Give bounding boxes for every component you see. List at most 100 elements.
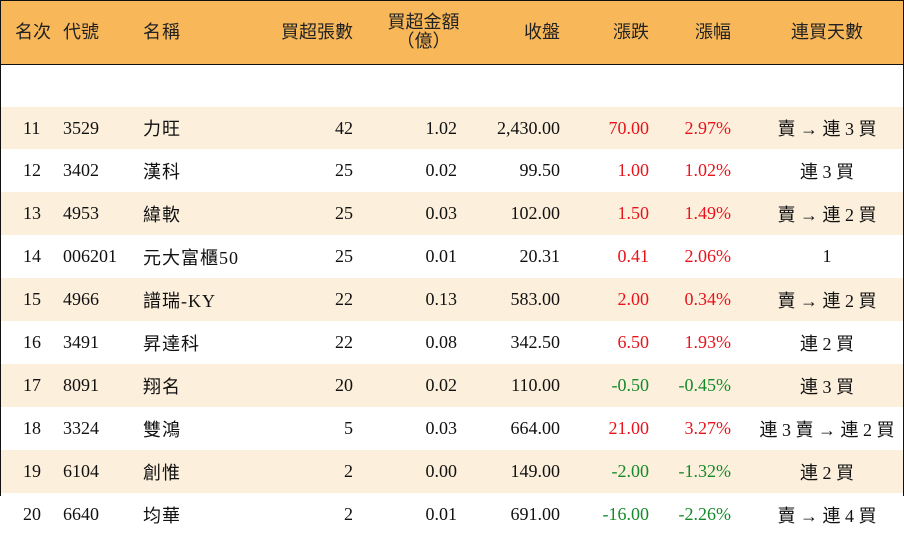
cell-net-buy-lots: 25 xyxy=(335,246,353,266)
header-divider-cell xyxy=(1,63,903,107)
cell-code: 6104 xyxy=(63,461,99,481)
cell-net-buy-lots: 2 xyxy=(344,504,353,524)
header-net-buy-lots: 買超張數 xyxy=(281,22,353,43)
cell-streak: 賣 → 連 4 買 xyxy=(777,505,877,526)
header-streak: 連買天數 xyxy=(791,22,863,43)
cell-code: 3402 xyxy=(63,160,99,180)
cell-rank: 15 xyxy=(23,289,41,309)
cell-net-buy-lots: 25 xyxy=(335,160,353,180)
table-row: 14 006201 元大富櫃50 25 0.01 20.31 0.41 2.06% 1 xyxy=(1,235,903,278)
header-rank: 名次 xyxy=(15,22,51,43)
cell-net-buy-lots: 22 xyxy=(335,289,353,309)
cell-net-buy-lots: 25 xyxy=(335,203,353,223)
cell-streak: 連 3 買 xyxy=(800,376,854,397)
cell-change-pct: 1.02% xyxy=(684,160,732,180)
cell-rank: 13 xyxy=(23,203,41,223)
cell-change-pct: -0.45% xyxy=(678,375,732,395)
header-change-pct: 漲幅 xyxy=(695,22,731,43)
table-body: 11 3529 力旺 42 1.02 2,430.00 70.00 2.97% 賣 → 連 3 … xyxy=(1,63,903,536)
cell-change: 21.00 xyxy=(608,418,650,438)
cell-net-buy-lots: 5 xyxy=(344,418,353,438)
header-change: 漲跌 xyxy=(613,22,649,43)
cell-close: 583.00 xyxy=(510,289,561,309)
cell-rank: 12 xyxy=(23,160,41,180)
cell-code: 006201 xyxy=(63,246,117,266)
cell-net-buy-amount: 0.02 xyxy=(425,160,458,180)
cell-net-buy-amount: 0.03 xyxy=(425,203,458,223)
header-close: 收盤 xyxy=(524,22,560,43)
cell-change: -2.00 xyxy=(611,461,650,481)
cell-streak: 賣 → 連 2 買 xyxy=(777,204,877,225)
cell-name: 漢科 xyxy=(143,161,181,182)
cell-code: 4953 xyxy=(63,203,99,223)
table-row: 17 8091 翔名 20 0.02 110.00 -0.50 -0.45% 連 3 買 xyxy=(1,364,903,407)
table-row: 16 3491 昇達科 22 0.08 342.50 6.50 1.93% 連 2 買 xyxy=(1,321,903,364)
cell-net-buy-amount: 0.01 xyxy=(425,504,458,524)
cell-net-buy-amount: 0.02 xyxy=(425,375,458,395)
cell-change-pct: -1.32% xyxy=(678,461,732,481)
cell-streak: 連 2 買 xyxy=(800,333,854,354)
table-row: 12 3402 漢科 25 0.02 99.50 1.00 1.02% 連 3 買 xyxy=(1,149,903,192)
cell-change-pct: 3.27% xyxy=(684,418,732,438)
header-divider xyxy=(1,63,903,107)
header-net-buy-amount: 買超金額 （億） xyxy=(366,1,471,64)
cell-close: 2,430.00 xyxy=(497,117,560,138)
cell-net-buy-amount: 0.08 xyxy=(425,332,458,352)
cell-rank: 18 xyxy=(23,418,41,438)
cell-change: 6.50 xyxy=(617,332,650,352)
cell-name: 創惟 xyxy=(143,462,181,483)
cell-close: 149.00 xyxy=(510,461,561,481)
cell-close: 102.00 xyxy=(510,203,561,223)
cell-streak: 賣 → 連 2 買 xyxy=(777,290,877,311)
cell-code: 6640 xyxy=(63,504,99,524)
cell-name: 元大富櫃50 xyxy=(143,247,239,268)
cell-close: 20.31 xyxy=(519,246,561,266)
cell-change: 0.41 xyxy=(617,246,650,266)
cell-rank: 19 xyxy=(23,461,41,481)
cell-net-buy-amount: 0.13 xyxy=(425,289,458,309)
cell-change: -0.50 xyxy=(611,375,650,395)
cell-change-pct: -2.26% xyxy=(678,504,732,524)
cell-net-buy-amount: 0.03 xyxy=(425,418,458,438)
cell-name: 雙鴻 xyxy=(143,419,181,440)
cell-code: 3324 xyxy=(63,418,99,438)
cell-rank: 16 xyxy=(23,332,41,352)
cell-net-buy-lots: 42 xyxy=(335,117,353,138)
cell-change: 2.00 xyxy=(617,289,650,309)
cell-change-pct: 0.34% xyxy=(684,289,732,309)
cell-net-buy-amount: 0.01 xyxy=(425,246,458,266)
cell-net-buy-lots: 22 xyxy=(335,332,353,352)
cell-close: 691.00 xyxy=(510,504,561,524)
cell-streak: 連 2 買 xyxy=(800,462,854,483)
cell-close: 664.00 xyxy=(510,418,561,438)
cell-code: 3491 xyxy=(63,332,99,352)
cell-change: 1.50 xyxy=(617,203,650,223)
table-row: 13 4953 緯軟 25 0.03 102.00 1.50 1.49% 賣 → 連 2 買 xyxy=(1,192,903,235)
cell-rank: 11 xyxy=(23,117,41,138)
header-net-buy-amount-line2: （億） xyxy=(396,31,451,52)
table-row: 11 3529 力旺 42 1.02 2,430.00 70.00 2.97% 賣 → 連 3 … xyxy=(1,107,903,149)
cell-net-buy-lots: 20 xyxy=(335,375,353,395)
cell-change-pct: 1.93% xyxy=(684,332,732,352)
cell-name: 緯軟 xyxy=(143,204,181,225)
cell-streak: 1 xyxy=(822,246,832,266)
table-header-row: 名次 代號 名稱 買超張數 買超金額 （億） 收盤 漲跌 漲幅 連買天數 xyxy=(1,1,903,64)
cell-code: 4966 xyxy=(63,289,99,309)
cell-change-pct: 2.06% xyxy=(684,246,732,266)
cell-change: -16.00 xyxy=(602,504,650,524)
cell-name: 譜瑞-KY xyxy=(143,290,216,311)
cell-name: 昇達科 xyxy=(143,333,200,354)
cell-name: 翔名 xyxy=(143,376,181,397)
table-row: 15 4966 譜瑞-KY 22 0.13 583.00 2.00 0.34% 賣 → 連 2 … xyxy=(1,278,903,321)
header-code: 代號 xyxy=(63,22,99,43)
cell-close: 99.50 xyxy=(519,160,561,180)
cell-close: 342.50 xyxy=(510,332,561,352)
cell-close: 110.00 xyxy=(511,375,560,395)
cell-change-pct: 2.97% xyxy=(684,117,732,138)
cell-change-pct: 1.49% xyxy=(684,203,732,223)
cell-rank: 20 xyxy=(23,504,41,524)
cell-streak: 連 3 買 xyxy=(800,161,854,182)
cell-net-buy-lots: 2 xyxy=(344,461,353,481)
cell-net-buy-amount: 1.02 xyxy=(425,117,458,138)
